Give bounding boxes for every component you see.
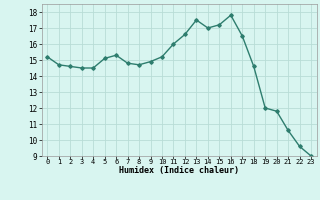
- X-axis label: Humidex (Indice chaleur): Humidex (Indice chaleur): [119, 166, 239, 175]
